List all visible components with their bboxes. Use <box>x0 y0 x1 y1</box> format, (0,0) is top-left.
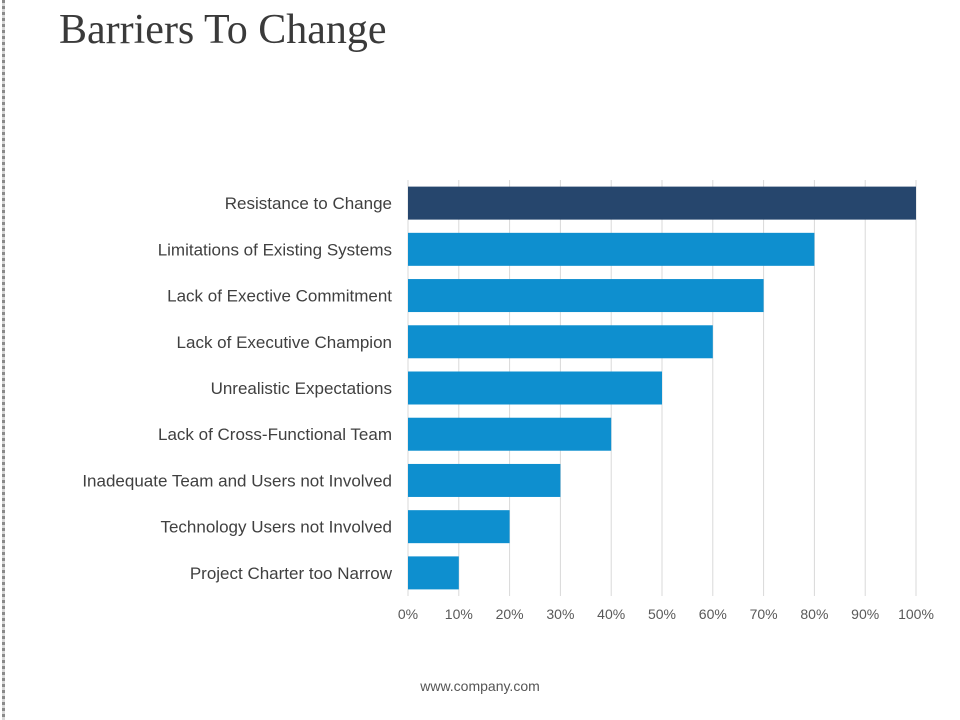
x-tick-label: 80% <box>800 606 828 622</box>
category-label: Technology Users not Involved <box>160 518 392 537</box>
category-label: Lack of Cross-Functional Team <box>158 425 392 444</box>
category-label: Unrealistic Expectations <box>211 379 392 398</box>
category-label: Lack of Exective Commitment <box>167 287 392 306</box>
bar <box>408 325 713 359</box>
category-label: Resistance to Change <box>225 194 392 213</box>
bar <box>408 279 764 313</box>
bar <box>408 463 561 497</box>
category-label: Inadequate Team and Users not Involved <box>82 471 392 490</box>
x-tick-label: 0% <box>398 606 418 622</box>
x-tick-label: 90% <box>851 606 879 622</box>
category-label: Lack of Executive Champion <box>177 333 392 352</box>
x-tick-label: 60% <box>699 606 727 622</box>
category-label: Project Charter too Narrow <box>190 564 393 583</box>
bar <box>408 186 916 220</box>
bar <box>408 232 815 266</box>
category-label: Limitations of Existing Systems <box>158 240 392 259</box>
bar <box>408 510 510 544</box>
bar <box>408 417 612 451</box>
slide-title: Barriers To Change <box>59 7 387 53</box>
x-tick-label: 30% <box>546 606 574 622</box>
x-tick-label: 10% <box>445 606 473 622</box>
bar <box>408 556 459 590</box>
x-tick-label: 100% <box>898 606 934 622</box>
x-tick-label: 70% <box>750 606 778 622</box>
left-border-decoration <box>0 0 10 720</box>
x-tick-label: 50% <box>648 606 676 622</box>
footer-url: www.company.com <box>420 678 540 694</box>
x-tick-label: 20% <box>496 606 524 622</box>
x-tick-label: 40% <box>597 606 625 622</box>
bar <box>408 371 662 405</box>
